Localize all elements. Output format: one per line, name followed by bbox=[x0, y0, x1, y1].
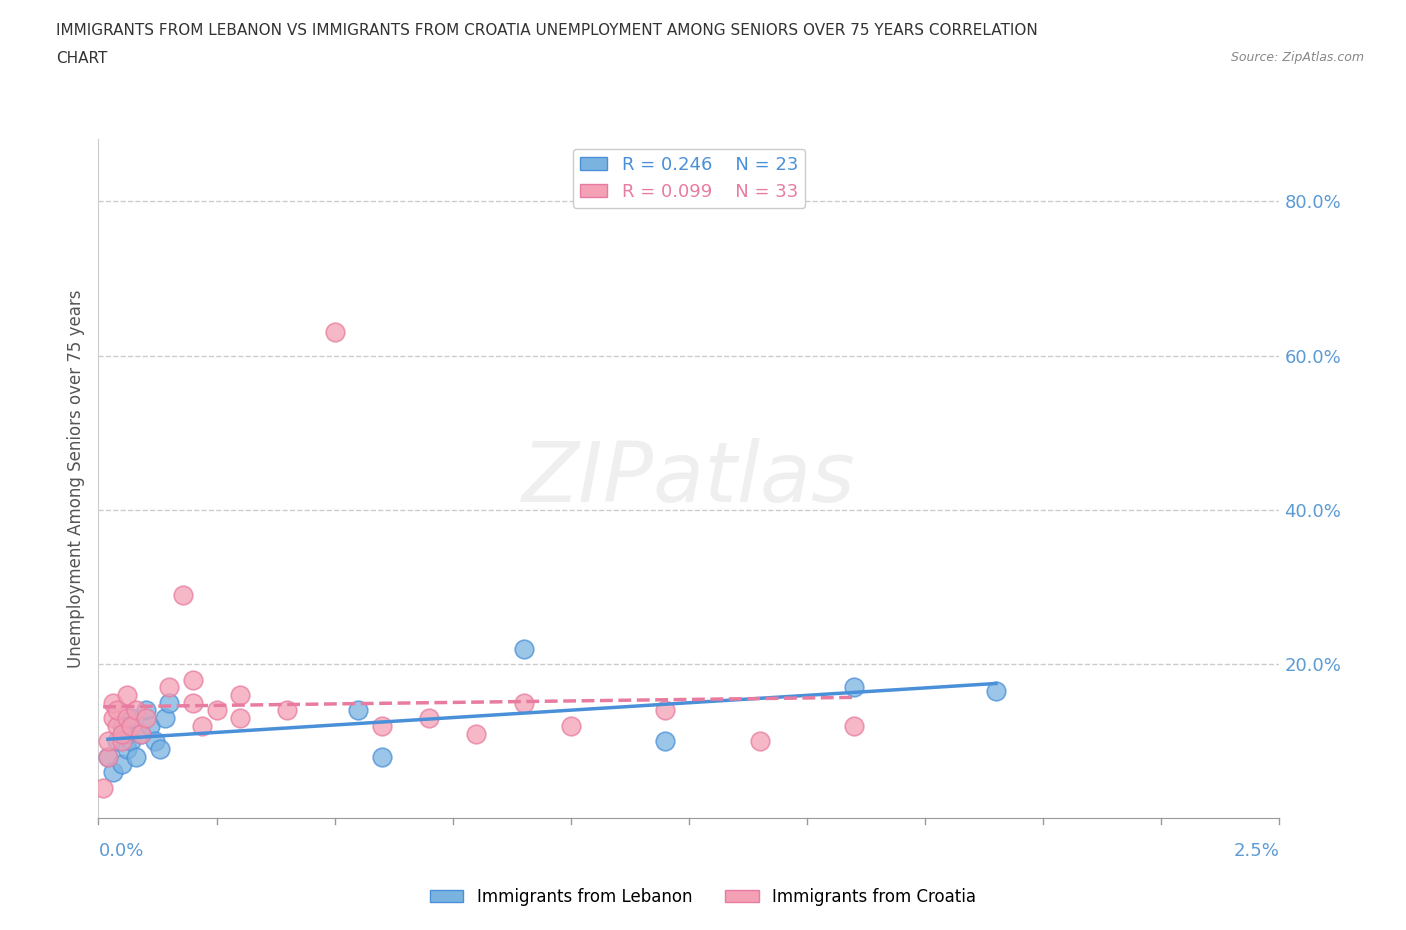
Point bbox=[276, 703, 298, 718]
Point bbox=[129, 726, 152, 741]
Text: 2.5%: 2.5% bbox=[1233, 842, 1279, 859]
Point bbox=[153, 711, 176, 725]
Point bbox=[101, 764, 124, 779]
Point bbox=[121, 734, 143, 749]
Point bbox=[371, 750, 394, 764]
Point bbox=[105, 703, 128, 718]
Point bbox=[97, 750, 120, 764]
Point bbox=[560, 718, 582, 733]
Point bbox=[105, 734, 128, 749]
Point bbox=[229, 687, 252, 702]
Text: IMMIGRANTS FROM LEBANON VS IMMIGRANTS FROM CROATIA UNEMPLOYMENT AMONG SENIORS OV: IMMIGRANTS FROM LEBANON VS IMMIGRANTS FR… bbox=[56, 23, 1038, 38]
Text: CHART: CHART bbox=[56, 51, 108, 66]
Point bbox=[181, 672, 204, 687]
Point bbox=[844, 718, 866, 733]
Point bbox=[135, 711, 157, 725]
Point bbox=[748, 734, 770, 749]
Y-axis label: Unemployment Among Seniors over 75 years: Unemployment Among Seniors over 75 years bbox=[66, 290, 84, 668]
Point bbox=[115, 726, 138, 741]
Point bbox=[111, 718, 134, 733]
Text: 0.0%: 0.0% bbox=[98, 842, 143, 859]
Point bbox=[654, 703, 676, 718]
Point bbox=[101, 711, 124, 725]
Point bbox=[229, 711, 252, 725]
Text: Source: ZipAtlas.com: Source: ZipAtlas.com bbox=[1230, 51, 1364, 64]
Point bbox=[157, 696, 180, 711]
Text: ZIPatlas: ZIPatlas bbox=[522, 438, 856, 520]
Point bbox=[111, 734, 134, 749]
Point bbox=[512, 696, 534, 711]
Point bbox=[143, 734, 166, 749]
Point bbox=[205, 703, 228, 718]
Point bbox=[984, 684, 1007, 698]
Point bbox=[139, 718, 162, 733]
Point bbox=[323, 325, 346, 339]
Point bbox=[111, 726, 134, 741]
Point bbox=[135, 703, 157, 718]
Legend: R = 0.246    N = 23, R = 0.099    N = 33: R = 0.246 N = 23, R = 0.099 N = 33 bbox=[572, 149, 806, 208]
Point bbox=[115, 687, 138, 702]
Point bbox=[465, 726, 488, 741]
Point bbox=[121, 718, 143, 733]
Point bbox=[97, 734, 120, 749]
Point bbox=[111, 757, 134, 772]
Point bbox=[121, 711, 143, 725]
Point bbox=[371, 718, 394, 733]
Point bbox=[105, 718, 128, 733]
Point bbox=[157, 680, 180, 695]
Point bbox=[149, 741, 172, 756]
Point bbox=[181, 696, 204, 711]
Point bbox=[191, 718, 214, 733]
Point bbox=[125, 750, 148, 764]
Point bbox=[654, 734, 676, 749]
Legend: Immigrants from Lebanon, Immigrants from Croatia: Immigrants from Lebanon, Immigrants from… bbox=[423, 881, 983, 912]
Point bbox=[844, 680, 866, 695]
Point bbox=[129, 726, 152, 741]
Point bbox=[101, 696, 124, 711]
Point bbox=[125, 703, 148, 718]
Point bbox=[115, 711, 138, 725]
Point bbox=[97, 750, 120, 764]
Point bbox=[347, 703, 370, 718]
Point bbox=[115, 741, 138, 756]
Point bbox=[418, 711, 440, 725]
Point bbox=[512, 642, 534, 657]
Point bbox=[91, 780, 114, 795]
Point bbox=[172, 587, 194, 602]
